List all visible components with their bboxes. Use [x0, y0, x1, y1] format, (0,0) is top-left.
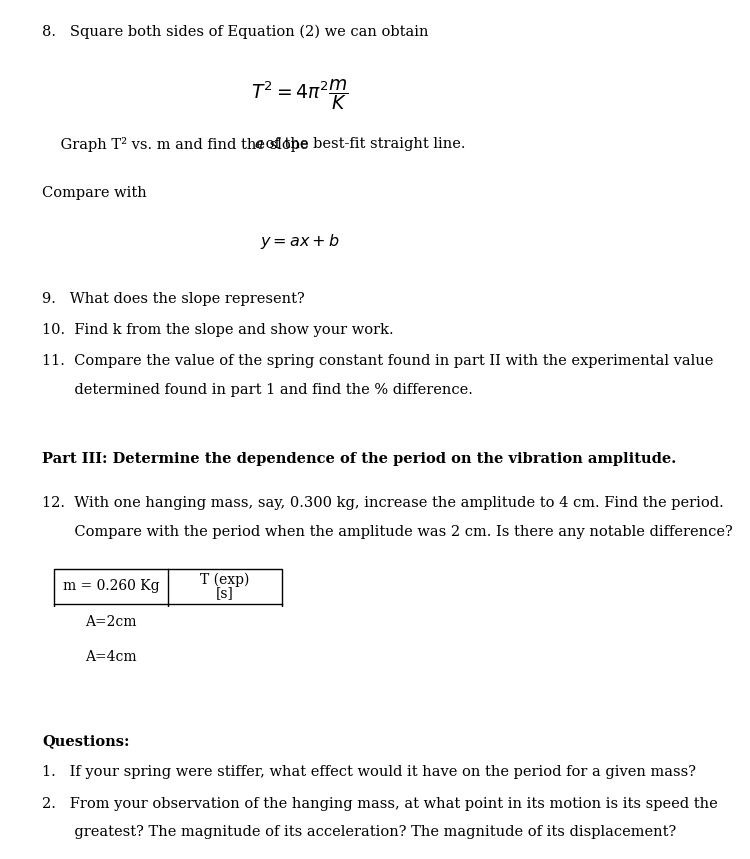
Text: determined found in part 1 and find the % difference.: determined found in part 1 and find the …	[42, 383, 472, 397]
Text: 8.   Square both sides of Equation (2) we can obtain: 8. Square both sides of Equation (2) we …	[42, 24, 428, 39]
Bar	[54, 569, 282, 674]
Text: 2.   From your observation of the hanging mass, at what point in its motion is i: 2. From your observation of the hanging …	[42, 796, 718, 811]
Text: [s]: [s]	[216, 586, 234, 600]
Text: $y = ax + b$: $y = ax + b$	[260, 232, 340, 251]
Text: of the best-fit straight line.: of the best-fit straight line.	[261, 137, 466, 151]
Text: T (exp): T (exp)	[200, 573, 250, 588]
Text: greatest? The magnitude of its acceleration? The magnitude of its displacement?: greatest? The magnitude of its accelerat…	[42, 825, 676, 839]
Text: Compare with the period when the amplitude was 2 cm. Is there any notable differ: Compare with the period when the amplitu…	[42, 525, 733, 539]
Text: m = 0.260 Kg: m = 0.260 Kg	[63, 579, 159, 594]
Text: Graph T² vs. m and find the slope: Graph T² vs. m and find the slope	[42, 137, 314, 152]
Text: $T^2 = 4\pi^2 \dfrac{m}{K}$: $T^2 = 4\pi^2 \dfrac{m}{K}$	[251, 77, 349, 113]
Text: 12.  With one hanging mass, say, 0.300 kg, increase the amplitude to 4 cm. Find : 12. With one hanging mass, say, 0.300 kg…	[42, 496, 724, 510]
Text: Compare with: Compare with	[42, 186, 147, 200]
Text: 9.   What does the slope represent?: 9. What does the slope represent?	[42, 292, 304, 306]
Text: 1.   If your spring were stiffer, what effect would it have on the period for a : 1. If your spring were stiffer, what eff…	[42, 765, 696, 779]
Text: 10.  Find k from the slope and show your work.: 10. Find k from the slope and show your …	[42, 323, 394, 337]
Text: A=2cm: A=2cm	[86, 614, 136, 629]
Text: A=4cm: A=4cm	[86, 649, 136, 664]
Text: a: a	[255, 137, 264, 151]
Text: 11.  Compare the value of the spring constant found in part II with the experime: 11. Compare the value of the spring cons…	[42, 354, 713, 369]
Text: Part III: Determine the dependence of the period on the vibration amplitude.: Part III: Determine the dependence of th…	[42, 452, 676, 466]
Text: Questions:: Questions:	[42, 734, 130, 748]
